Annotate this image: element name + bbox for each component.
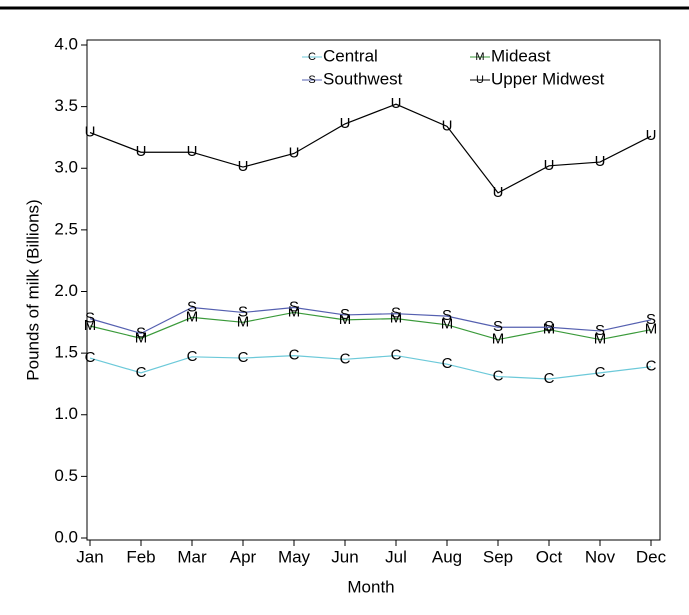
legend-marker: U <box>476 74 484 86</box>
point-marker: S <box>85 310 95 327</box>
point-marker: C <box>187 348 198 365</box>
point-marker: S <box>595 322 605 339</box>
x-tick-label: May <box>278 547 311 566</box>
point-marker: C <box>136 364 147 381</box>
point-marker: S <box>187 298 197 315</box>
x-tick-label: Oct <box>536 547 563 566</box>
point-marker: U <box>187 143 198 160</box>
y-tick-label: 1.5 <box>54 343 78 362</box>
point-marker: M <box>645 321 658 338</box>
series-line <box>89 306 652 335</box>
point-marker: C <box>646 358 657 375</box>
y-tick-label: 4.0 <box>54 34 78 53</box>
x-tick-label: Feb <box>126 547 155 566</box>
point-marker: M <box>441 316 454 333</box>
point-marker: S <box>391 305 401 322</box>
y-tick-label: 1.0 <box>54 404 78 423</box>
x-axis-label: Month <box>347 577 394 596</box>
point-marker: C <box>289 347 300 364</box>
point-marker: U <box>493 184 504 201</box>
legend-marker: S <box>308 74 315 86</box>
legend-label: Upper Midwest <box>491 69 605 88</box>
series-line <box>89 103 652 194</box>
point-marker: C <box>85 349 96 366</box>
point-marker: M <box>186 308 199 325</box>
x-tick-label: Apr <box>230 547 257 566</box>
legend-marker: M <box>475 51 484 63</box>
point-marker: C <box>238 349 249 366</box>
point-marker: M <box>492 331 505 348</box>
point-marker: C <box>391 347 402 364</box>
x-tick-label: Jun <box>331 547 358 566</box>
point-marker: S <box>340 306 350 323</box>
y-tick-label: 2.5 <box>54 219 78 238</box>
x-tick-label: Jan <box>76 547 103 566</box>
x-tick-label: Nov <box>585 547 616 566</box>
point-marker: S <box>493 318 503 335</box>
point-marker: M <box>594 331 607 348</box>
point-marker: S <box>238 303 248 320</box>
series-line <box>89 354 652 380</box>
x-tick-label: Mar <box>177 547 207 566</box>
legend-label: Southwest <box>323 69 403 88</box>
series-line <box>89 311 652 341</box>
y-tick-label: 3.0 <box>54 158 78 177</box>
y-tick-label: 0.0 <box>54 527 78 546</box>
y-tick-label: 0.5 <box>54 466 78 485</box>
point-marker: S <box>136 324 146 341</box>
point-marker: U <box>595 153 606 170</box>
y-axis-label: Pounds of milk (Billions) <box>23 199 42 380</box>
point-marker: C <box>340 350 351 367</box>
point-marker: C <box>544 370 555 387</box>
plot-frame <box>86 39 661 541</box>
y-tick-label: 3.5 <box>54 96 78 115</box>
point-marker: M <box>543 321 556 338</box>
legend-label: Central <box>323 46 378 65</box>
point-marker: U <box>391 95 402 112</box>
point-marker: M <box>237 313 250 330</box>
point-marker: U <box>646 127 657 144</box>
x-tick-label: Sep <box>483 547 513 566</box>
point-marker: U <box>85 123 96 140</box>
point-marker: U <box>442 117 453 134</box>
point-marker: S <box>442 307 452 324</box>
legend-label: Mideast <box>491 46 551 65</box>
point-marker: U <box>238 158 249 175</box>
y-tick-label: 2.0 <box>54 281 78 300</box>
point-marker: C <box>442 355 453 372</box>
point-marker: M <box>84 317 97 334</box>
point-marker: U <box>136 143 147 160</box>
x-tick-label: Aug <box>432 547 462 566</box>
point-marker: U <box>289 144 300 161</box>
x-tick-label: Jul <box>385 547 407 566</box>
point-marker: U <box>340 115 351 132</box>
point-marker: U <box>544 157 555 174</box>
point-marker: S <box>289 298 299 315</box>
point-marker: S <box>544 318 554 335</box>
x-tick-label: Dec <box>636 547 667 566</box>
point-marker: S <box>646 311 656 328</box>
point-marker: M <box>135 329 148 346</box>
point-marker: C <box>595 364 606 381</box>
point-marker: C <box>493 368 504 385</box>
legend-marker: C <box>308 51 316 63</box>
